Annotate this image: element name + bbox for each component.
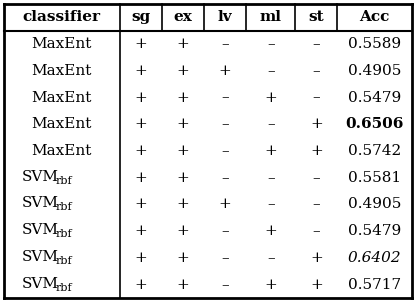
- Text: +: +: [177, 91, 189, 104]
- Text: 0.5479: 0.5479: [348, 91, 401, 104]
- Text: 0.5589: 0.5589: [348, 37, 401, 51]
- Text: –: –: [312, 37, 320, 51]
- Text: 0.6402: 0.6402: [348, 251, 401, 265]
- Text: +: +: [177, 278, 189, 292]
- Text: rbf: rbf: [55, 176, 72, 186]
- Text: –: –: [312, 91, 320, 104]
- Text: 0.4905: 0.4905: [348, 64, 401, 78]
- Text: –: –: [221, 278, 229, 292]
- Text: SVM: SVM: [22, 170, 59, 184]
- Text: 0.4905: 0.4905: [348, 198, 401, 211]
- Text: +: +: [134, 251, 147, 265]
- Text: +: +: [134, 117, 147, 131]
- Text: –: –: [221, 144, 229, 158]
- Text: –: –: [221, 224, 229, 238]
- Text: ml: ml: [260, 10, 282, 24]
- Text: –: –: [267, 64, 275, 78]
- Text: –: –: [221, 37, 229, 51]
- Text: –: –: [267, 117, 275, 131]
- Text: –: –: [312, 64, 320, 78]
- Text: +: +: [177, 144, 189, 158]
- Text: 0.5717: 0.5717: [348, 278, 401, 292]
- Text: rbf: rbf: [55, 256, 72, 266]
- Text: +: +: [134, 144, 147, 158]
- Text: +: +: [310, 278, 323, 292]
- Text: MaxEnt: MaxEnt: [32, 64, 92, 78]
- Text: +: +: [134, 198, 147, 211]
- Text: –: –: [267, 37, 275, 51]
- Text: +: +: [134, 171, 147, 185]
- Text: rbf: rbf: [55, 283, 72, 293]
- Text: –: –: [312, 171, 320, 185]
- Text: –: –: [221, 91, 229, 104]
- Text: +: +: [134, 278, 147, 292]
- Text: MaxEnt: MaxEnt: [32, 91, 92, 104]
- Text: +: +: [134, 91, 147, 104]
- Text: +: +: [134, 37, 147, 51]
- Text: sg: sg: [131, 10, 151, 24]
- Text: st: st: [309, 10, 324, 24]
- Text: –: –: [221, 251, 229, 265]
- Text: +: +: [219, 198, 232, 211]
- Text: +: +: [177, 198, 189, 211]
- Text: +: +: [177, 37, 189, 51]
- Text: 0.5742: 0.5742: [348, 144, 401, 158]
- Text: –: –: [312, 224, 320, 238]
- Text: MaxEnt: MaxEnt: [32, 144, 92, 158]
- Text: +: +: [177, 224, 189, 238]
- Text: –: –: [312, 198, 320, 211]
- Text: 0.6506: 0.6506: [346, 117, 404, 131]
- Text: SVM: SVM: [22, 197, 59, 210]
- Text: –: –: [267, 251, 275, 265]
- Text: 0.5479: 0.5479: [348, 224, 401, 238]
- Text: ex: ex: [173, 10, 193, 24]
- Text: Acc: Acc: [359, 10, 390, 24]
- Text: +: +: [265, 91, 277, 104]
- Text: +: +: [310, 144, 323, 158]
- Text: +: +: [177, 171, 189, 185]
- Text: –: –: [267, 198, 275, 211]
- Text: +: +: [310, 117, 323, 131]
- Text: SVM: SVM: [22, 250, 59, 264]
- Text: +: +: [177, 64, 189, 78]
- Text: –: –: [267, 171, 275, 185]
- Text: +: +: [310, 251, 323, 265]
- Text: +: +: [177, 251, 189, 265]
- Text: –: –: [221, 117, 229, 131]
- Text: +: +: [134, 224, 147, 238]
- Text: 0.5581: 0.5581: [348, 171, 401, 185]
- Text: classifier: classifier: [23, 10, 101, 24]
- Text: +: +: [177, 117, 189, 131]
- Text: rbf: rbf: [55, 229, 72, 239]
- Text: lv: lv: [218, 10, 233, 24]
- Text: +: +: [219, 64, 232, 78]
- Text: SVM: SVM: [22, 277, 59, 291]
- Text: –: –: [221, 171, 229, 185]
- Text: +: +: [134, 64, 147, 78]
- Text: SVM: SVM: [22, 223, 59, 237]
- Text: rbf: rbf: [55, 202, 72, 212]
- Text: +: +: [265, 144, 277, 158]
- Text: MaxEnt: MaxEnt: [32, 37, 92, 51]
- Text: MaxEnt: MaxEnt: [32, 117, 92, 131]
- Text: +: +: [265, 224, 277, 238]
- Text: +: +: [265, 278, 277, 292]
